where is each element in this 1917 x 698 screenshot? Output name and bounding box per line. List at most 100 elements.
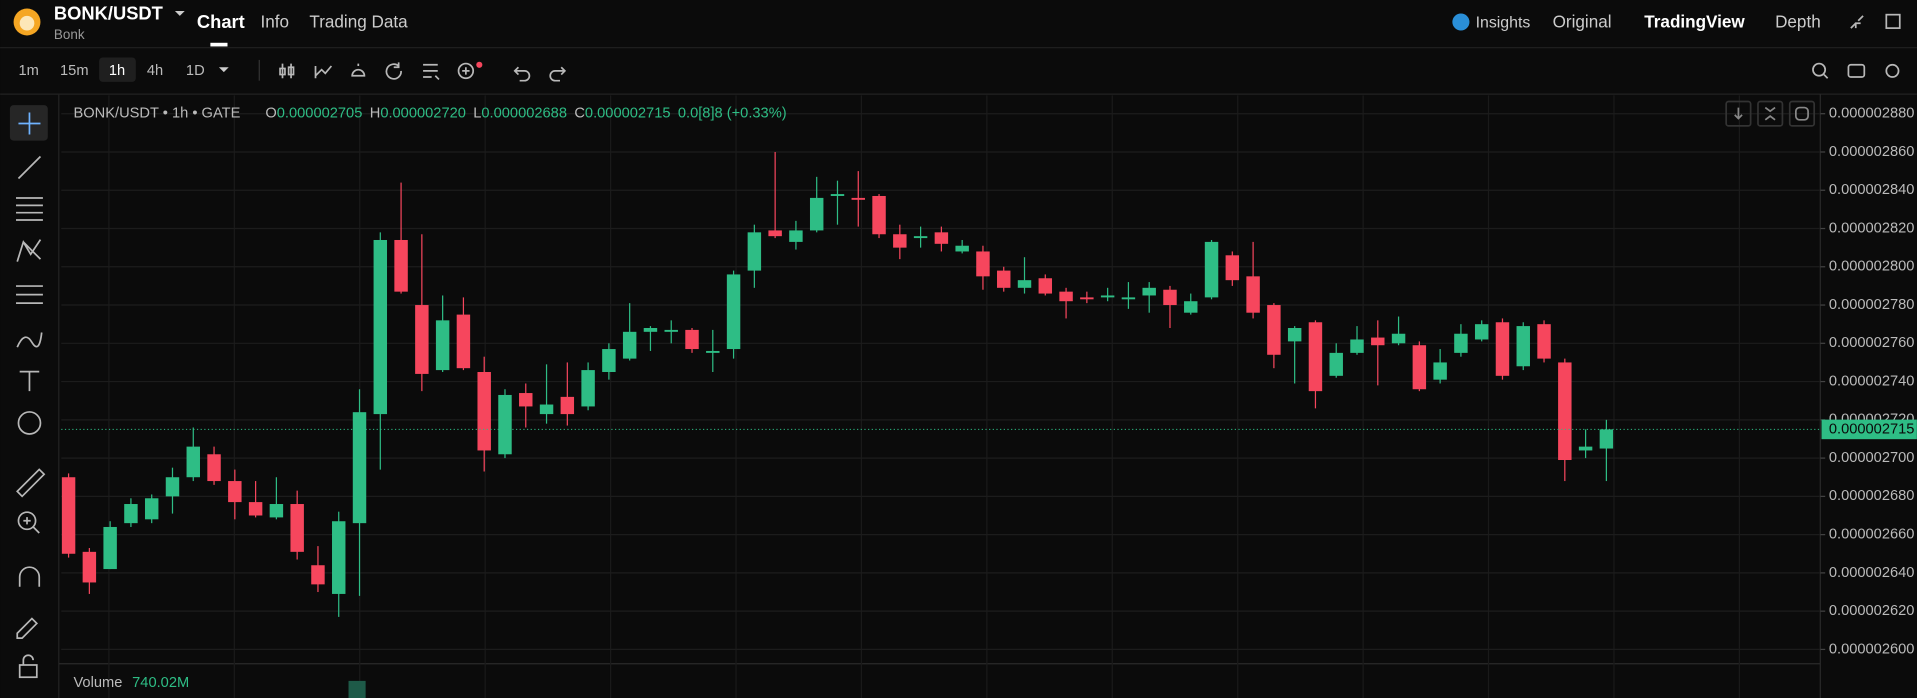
legend-value: 0.000002720 xyxy=(380,106,466,122)
y-tick-label: 0.000002820 xyxy=(1829,220,1915,236)
ruler-tool[interactable] xyxy=(16,468,46,498)
interval-dropdown[interactable] xyxy=(218,67,229,73)
notification-dot xyxy=(476,61,483,68)
candle-body xyxy=(352,412,367,524)
view-option[interactable]: Insights xyxy=(1476,14,1531,31)
candle-body xyxy=(1578,446,1593,451)
candle-body xyxy=(664,329,678,332)
candle-body xyxy=(207,454,221,482)
view-option[interactable]: Original xyxy=(1553,13,1612,32)
projection-tool[interactable] xyxy=(16,285,43,305)
snapshot-icon[interactable] xyxy=(1847,63,1866,78)
y-tick-label: 0.000002640 xyxy=(1829,565,1915,581)
candle-body xyxy=(456,314,471,369)
magnet-tool[interactable] xyxy=(18,566,41,587)
lock-tool[interactable] xyxy=(18,664,38,679)
candle-body xyxy=(1350,339,1364,353)
candle-type-icon[interactable] xyxy=(279,63,295,79)
candle-body xyxy=(1516,326,1530,367)
candle-body xyxy=(539,404,554,415)
y-tick-label: 0.000002760 xyxy=(1829,335,1915,351)
candle-body xyxy=(643,327,658,332)
tab[interactable]: Info xyxy=(261,13,290,32)
candle-body xyxy=(1433,362,1447,380)
undo-icon[interactable] xyxy=(513,66,531,82)
candle-body xyxy=(311,565,325,585)
candle-body xyxy=(1267,305,1281,355)
replay-icon[interactable] xyxy=(385,62,402,80)
chart-tools xyxy=(279,62,1900,82)
brush-tool[interactable] xyxy=(16,332,43,348)
candle-body xyxy=(872,195,886,235)
candle-body xyxy=(1454,333,1468,353)
view-option[interactable]: TradingView xyxy=(1644,13,1745,32)
pane-button[interactable] xyxy=(1757,100,1784,127)
pane-button-icon xyxy=(1734,107,1743,120)
last-price-label: 0.000002715 xyxy=(1829,421,1915,437)
interval[interactable]: 1h xyxy=(109,63,125,79)
lock-drawing-tool[interactable] xyxy=(16,617,39,639)
view-option[interactable]: Depth xyxy=(1775,13,1821,32)
candle-body xyxy=(498,394,512,455)
y-tick-label: 0.000002600 xyxy=(1829,641,1915,657)
candle-body xyxy=(290,504,304,552)
candle-body xyxy=(1537,324,1551,359)
candle-body xyxy=(1204,241,1219,298)
candle-body xyxy=(124,504,138,524)
candle-body xyxy=(1184,301,1198,313)
tab[interactable]: Trading Data xyxy=(309,13,408,32)
interval[interactable]: 1D xyxy=(186,63,205,79)
search-icon[interactable] xyxy=(1812,62,1827,77)
candle-body xyxy=(269,504,284,518)
legend-key: L xyxy=(473,106,481,122)
candle-body xyxy=(1142,287,1156,296)
trendline-tool[interactable] xyxy=(17,155,42,180)
coin-icon-face xyxy=(19,15,35,31)
pair[interactable]: BONK/USDT xyxy=(54,3,163,24)
pane-button-icon xyxy=(1794,106,1809,121)
legend-key: C xyxy=(574,106,585,122)
pane-button[interactable] xyxy=(1725,100,1752,127)
candle-body xyxy=(415,305,429,374)
collapse-icon[interactable] xyxy=(1850,15,1864,29)
alert-icon[interactable] xyxy=(351,63,366,77)
drawing-tools xyxy=(16,112,46,679)
fullscreen-icon[interactable] xyxy=(1885,13,1901,29)
zoom-tool[interactable] xyxy=(17,511,37,531)
pair-dropdown[interactable] xyxy=(174,11,185,16)
candle-body xyxy=(1558,362,1572,461)
redo-icon[interactable] xyxy=(549,66,567,82)
interval[interactable]: 1m xyxy=(18,63,38,79)
fib-tool[interactable] xyxy=(16,197,43,221)
candle-body xyxy=(1391,333,1406,344)
tab[interactable]: Chart xyxy=(197,11,245,32)
pane-button-icon xyxy=(1764,106,1776,121)
interval[interactable]: 4h xyxy=(147,63,163,79)
crosshair-tool[interactable] xyxy=(18,112,41,135)
pane-button[interactable] xyxy=(1788,100,1816,127)
volume-label: Volume xyxy=(73,675,122,691)
candle-body xyxy=(477,372,491,451)
text-tool[interactable] xyxy=(19,370,40,392)
interval[interactable]: 15m xyxy=(60,63,89,79)
candle-body xyxy=(1308,322,1323,392)
volume-bar xyxy=(348,680,366,698)
settings-icon[interactable] xyxy=(1885,63,1900,78)
candle-body xyxy=(622,331,637,359)
add-icon[interactable] xyxy=(457,62,475,80)
candle-body xyxy=(519,393,533,407)
candle-body xyxy=(726,274,741,350)
candle-body xyxy=(997,270,1011,288)
y-tick-label: 0.000002680 xyxy=(1829,488,1915,504)
candle-body xyxy=(1017,280,1032,288)
candle-body xyxy=(1412,345,1427,390)
candle-body xyxy=(1371,337,1385,346)
pattern-tool[interactable] xyxy=(16,239,42,262)
candle-body xyxy=(1121,297,1136,300)
candle-body xyxy=(1100,295,1115,298)
template-icon[interactable] xyxy=(423,63,440,81)
indicator-icon[interactable] xyxy=(314,65,333,79)
legend-key: H xyxy=(370,106,381,122)
legend-change: 0.0[8]8 (+0.33%) xyxy=(678,106,787,122)
emoji-tool[interactable] xyxy=(17,411,42,435)
